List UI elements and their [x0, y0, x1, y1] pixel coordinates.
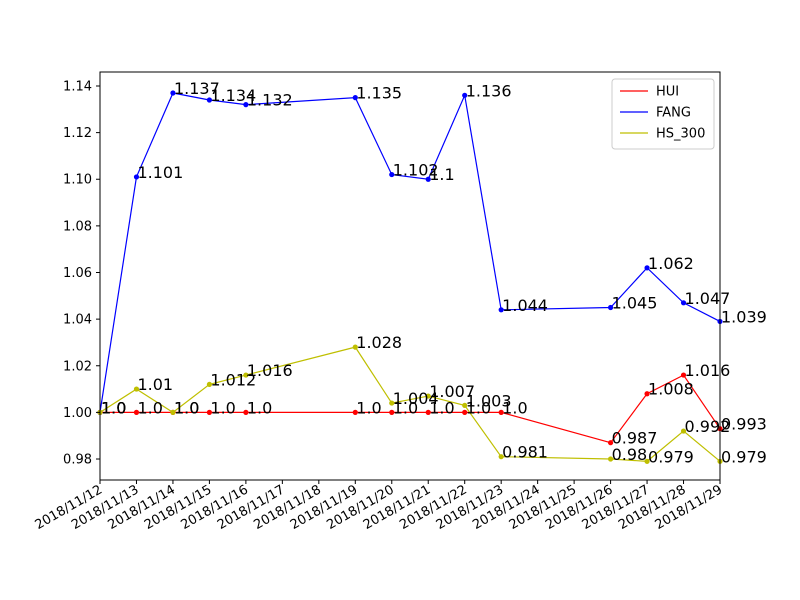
data-label-fang: 1.134 [210, 86, 256, 105]
y-tick-label: 1.00 [63, 406, 92, 421]
series-line-hui [100, 374, 721, 444]
data-label-hui: 1.0 [174, 398, 199, 417]
y-tick-label: 1.06 [63, 266, 92, 281]
data-label-hui: 1.0 [429, 398, 454, 417]
data-label-fang: 1.047 [685, 289, 731, 308]
data-point-fang [425, 176, 431, 182]
y-tick-label: 0.98 [63, 453, 92, 468]
data-point-hui [462, 409, 468, 415]
data-point-hs-300 [170, 409, 176, 415]
data-point-hui [498, 409, 504, 415]
legend-label-hui: HUI [656, 85, 679, 100]
data-label-hui: 1.0 [502, 398, 527, 417]
data-point-fang [607, 304, 614, 311]
data-point-fang [644, 265, 650, 271]
data-label-hui: 0.993 [721, 415, 767, 434]
y-tick-label: 1.12 [63, 126, 92, 141]
legend-label-hs-300: HS_300 [656, 127, 705, 142]
data-point-fang [462, 92, 468, 98]
data-label-fang: 1.102 [393, 161, 439, 180]
data-label-layer: 1.0 1.0 1.0 1.0 1.0 1.0 1.0 1.0 1.0 1.0 0.987 1.008… [101, 79, 767, 466]
data-point-hui [425, 409, 431, 415]
data-point-fang [498, 307, 504, 313]
data-label-hs-300: 1.0 [174, 398, 199, 417]
data-label-hui: 1.016 [685, 361, 731, 380]
data-point-fang [133, 174, 140, 180]
data-point-hui [133, 409, 140, 415]
data-label-fang: 1.044 [502, 296, 548, 315]
series-line-fang [99, 92, 721, 413]
data-label-hs-300: 0.98 [612, 445, 648, 464]
data-label-hs-300: 1.007 [429, 382, 475, 401]
data-label-hui: 1.0 [393, 398, 418, 417]
data-point-hs-300 [607, 456, 614, 462]
data-label-hui: 1.0 [101, 398, 126, 417]
y-tick-label: 1.08 [63, 219, 92, 234]
data-label-fang: 1.136 [466, 81, 512, 100]
data-label-hs-300: 1.003 [466, 391, 512, 410]
data-label-fang: 1.062 [648, 254, 694, 273]
data-point-hui [680, 372, 687, 378]
data-point-hs-300 [389, 400, 395, 406]
data-label-fang: 1.132 [247, 91, 293, 110]
data-point-hs-300 [133, 386, 140, 392]
data-label-fang: 1.045 [612, 293, 658, 312]
data-label-hui: 1.008 [648, 380, 694, 399]
data-label-fang: 1.039 [721, 307, 767, 326]
data-label-fang: 1.101 [137, 163, 183, 182]
y-tick-label: 1.04 [63, 313, 92, 328]
data-label-hs-300: 0.992 [685, 417, 731, 436]
data-point-hs-300 [206, 381, 213, 388]
data-point-fang [206, 97, 213, 103]
data-label-hui: 1.0 [247, 398, 272, 417]
data-label-hui: 1.0 [137, 398, 162, 417]
data-label-hui: 0.987 [612, 429, 658, 448]
series-line-hs-300 [99, 346, 721, 462]
data-point-fang [680, 300, 687, 306]
data-point-hs-300 [498, 454, 504, 460]
data-label-hs-300: 0.979 [648, 447, 694, 466]
data-point-hs-300 [644, 458, 650, 464]
data-point-hui [206, 409, 213, 415]
data-point-hui [607, 440, 614, 446]
data-label-hs-300: 0.981 [502, 443, 548, 462]
data-label-fang: 1.137 [174, 79, 220, 98]
y-tick-label: 1.10 [63, 173, 92, 188]
data-label-fang: 1.0 [101, 398, 126, 417]
data-point-fang [352, 95, 358, 101]
data-label-hs-300: 1.004 [393, 389, 439, 408]
legend-label-fang: FANG [656, 106, 691, 121]
data-label-hui: 1.0 [210, 398, 235, 417]
data-label-hui: 1.0 [466, 398, 491, 417]
data-label-fang: 1.1 [429, 165, 454, 184]
data-point-hui [644, 391, 650, 397]
data-label-hui: 1.0 [356, 398, 381, 417]
data-point-hs-300 [352, 344, 358, 350]
data-label-hs-300: 1.01 [137, 375, 173, 394]
legend: HUI FANG HS_300 [611, 78, 715, 150]
data-label-hs-300: 1.016 [247, 361, 293, 380]
data-label-fang: 1.135 [356, 84, 402, 103]
data-label-hs-300: 1.012 [210, 370, 256, 389]
data-point-hs-300 [425, 393, 431, 399]
y-tick-label: 1.02 [63, 359, 92, 374]
data-point-fang [389, 171, 395, 178]
data-point-hui [352, 409, 358, 415]
data-point-hs-300 [680, 428, 687, 434]
data-point-hui [243, 409, 249, 415]
plot-frame [99, 71, 721, 481]
data-label-hs-300: 0.979 [721, 447, 767, 466]
legend-box [611, 78, 715, 150]
data-point-hui [389, 409, 395, 415]
data-point-fang [170, 90, 176, 96]
data-point-fang [243, 102, 249, 108]
y-tick-label: 1.14 [63, 79, 92, 94]
data-point-hs-300 [462, 402, 468, 408]
data-point-hs-300 [243, 372, 249, 378]
y-axis: 0.98 1.00 1.02 1.04 1.06 1.08 1.10 1.12 1.14 [63, 79, 100, 468]
data-label-hs-300: 1.028 [356, 333, 402, 352]
data-label-hs-300: 1.0 [101, 398, 126, 417]
